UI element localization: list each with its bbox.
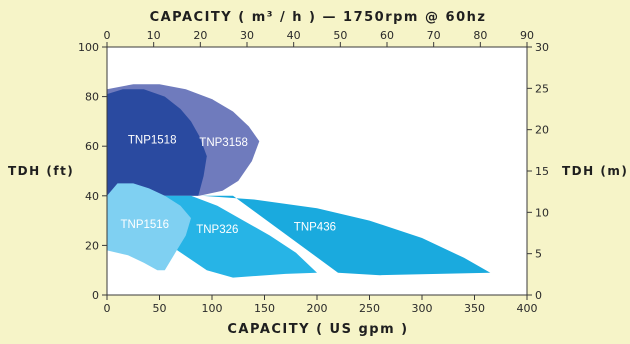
- y-left-tick-label: 0: [92, 289, 99, 302]
- x-bottom-tick-label: 300: [412, 302, 433, 315]
- y-left-tick-label: 40: [85, 190, 99, 203]
- region-label-tnp1518: TNP1518: [128, 135, 177, 147]
- x-bottom-tick-label: 350: [464, 302, 485, 315]
- y-right-tick-label: 20: [535, 124, 549, 137]
- left-axis-title: TDH (ft): [8, 164, 74, 178]
- x-top-tick-label: 90: [520, 29, 534, 42]
- y-left-tick-label: 20: [85, 239, 99, 252]
- x-top-tick-label: 20: [193, 29, 207, 42]
- x-bottom-tick-label: 400: [517, 302, 538, 315]
- x-bottom-tick-label: 50: [153, 302, 167, 315]
- x-bottom-tick-label: 100: [202, 302, 223, 315]
- y-right-tick-label: 5: [535, 248, 542, 261]
- x-top-tick-label: 30: [240, 29, 254, 42]
- y-right-tick-label: 0: [535, 289, 542, 302]
- region-label-tnp326: TNP326: [196, 224, 238, 236]
- y-right-tick-label: 15: [535, 165, 549, 178]
- region-label-tnp1516: TNP1516: [121, 219, 170, 231]
- y-left-tick-label: 60: [85, 140, 99, 153]
- x-bottom-tick-label: 200: [307, 302, 328, 315]
- x-bottom-tick-label: 0: [104, 302, 111, 315]
- x-bottom-tick-label: 250: [359, 302, 380, 315]
- top-axis-title: CAPACITY ( m³ / h ) — 1750rpm @ 60hz: [150, 10, 487, 25]
- x-top-tick-label: 40: [287, 29, 301, 42]
- x-top-tick-label: 10: [147, 29, 161, 42]
- right-axis-title: TDH (m): [562, 164, 628, 178]
- y-right-tick-label: 10: [535, 206, 549, 219]
- x-top-tick-label: 80: [473, 29, 487, 42]
- x-top-tick-label: 0: [104, 29, 111, 42]
- y-right-tick-label: 30: [535, 41, 549, 54]
- x-top-tick-label: 60: [380, 29, 394, 42]
- x-bottom-tick-label: 150: [254, 302, 275, 315]
- region-label-tnp436: TNP436: [294, 222, 336, 234]
- bottom-axis-title: CAPACITY ( US gpm ): [227, 322, 408, 337]
- x-top-tick-label: 50: [333, 29, 347, 42]
- region-label-tnp3158: TNP3158: [199, 137, 248, 149]
- y-right-tick-label: 25: [535, 82, 549, 95]
- y-left-tick-label: 80: [85, 91, 99, 104]
- y-left-tick-label: 100: [78, 41, 99, 54]
- x-top-tick-label: 70: [427, 29, 441, 42]
